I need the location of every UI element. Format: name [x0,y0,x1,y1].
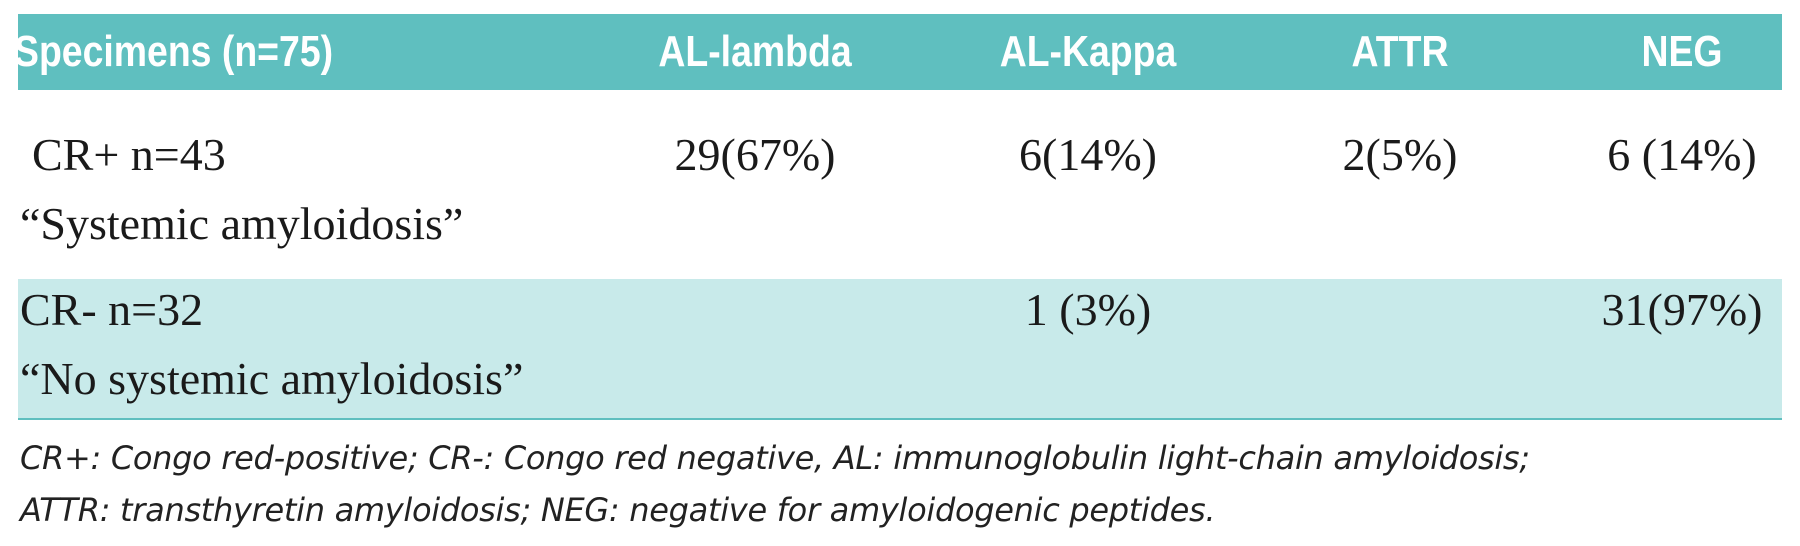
cell: 6(14%) [1019,129,1157,180]
header-cell: Specimens (n=75) [14,27,334,76]
header-cell: AL-lambda [658,27,852,76]
cell: 6 (14%) [1607,129,1757,180]
bottom-rule [18,418,1782,420]
cell: 31(97%) [1601,284,1763,335]
header-bar [18,14,1782,90]
header-cell: ATTR [1351,27,1449,76]
row-shade [18,279,1782,419]
row-label: CR- n=32 [20,284,204,335]
cell: 1 (3%) [1024,284,1152,335]
row-label: “No systemic amyloidosis” [20,353,524,404]
cell: 2(5%) [1342,129,1458,180]
cell: 29(67%) [674,129,836,180]
row-label: “Systemic amyloidosis” [20,198,464,249]
header-cell: NEG [1641,27,1723,76]
header-cell: AL-Kappa [999,27,1177,76]
footnote: ATTR: transthyretin amyloidosis; NEG: ne… [20,491,1216,529]
row-label: CR+ n=43 [32,129,226,180]
footnote: CR+: Congo red-positive; CR-: Congo red … [20,439,1530,477]
